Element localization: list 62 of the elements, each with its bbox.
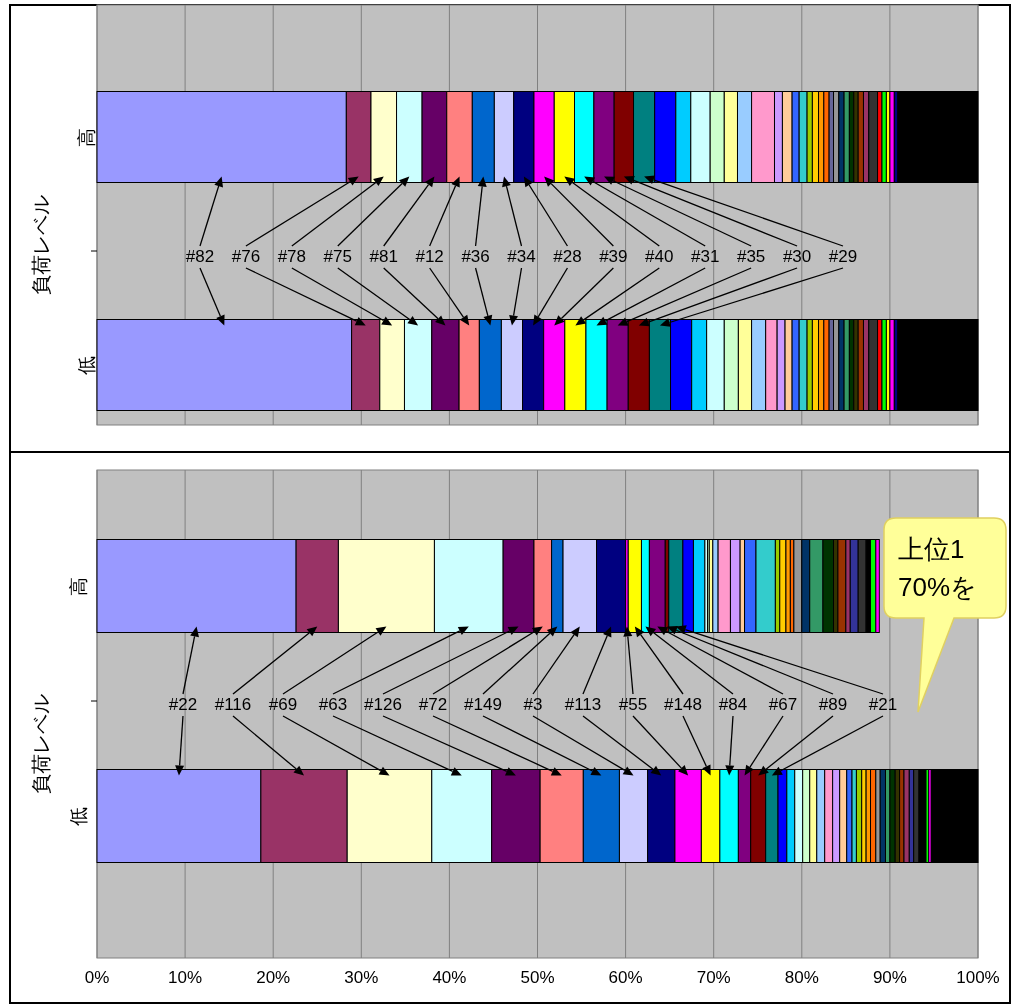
bar (881, 319, 887, 411)
x-tick-label: 100% (956, 968, 1000, 987)
x-tick-label: 50% (520, 968, 555, 987)
bar (930, 769, 979, 863)
bar (889, 319, 895, 411)
text: #22 (168, 695, 198, 714)
text: #21 (868, 695, 898, 714)
text: #148 (664, 695, 702, 714)
x-tick-label: 10% (168, 968, 203, 987)
y-tick-label: 低 (68, 806, 89, 826)
x-tick-label: 90% (872, 968, 907, 987)
text: #30 (782, 247, 812, 266)
x-tick-label: 20% (256, 968, 291, 987)
text: #84 (718, 695, 748, 714)
text: #72 (418, 695, 448, 714)
x-tick-label: 0% (84, 968, 110, 987)
text: #67 (768, 695, 798, 714)
y-axis-title: 負荷レベル (30, 694, 52, 794)
bar (865, 769, 872, 863)
x-tick-label: 30% (344, 968, 379, 987)
bar (853, 319, 859, 411)
text: #28 (553, 247, 582, 266)
bar (889, 91, 895, 183)
text: #12 (415, 247, 444, 266)
text: #149 (464, 695, 502, 714)
text: #75 (323, 247, 352, 266)
x-tick-label: 70% (696, 968, 731, 987)
bar (881, 91, 887, 183)
text: #29 (828, 247, 858, 266)
bar (897, 319, 979, 411)
y-axis-title: 負荷レベル (30, 195, 52, 295)
text: #89 (818, 695, 848, 714)
text: #36 (461, 247, 490, 266)
text: #113 (564, 695, 602, 714)
annotation: 上位1 (898, 534, 965, 564)
text: #78 (277, 247, 307, 266)
text: #40 (645, 247, 674, 266)
text: #39 (599, 247, 628, 266)
y-tick-label: 高 (68, 576, 89, 596)
text: #3 (523, 695, 543, 714)
x-tick-label: 40% (432, 968, 467, 987)
text: #76 (231, 247, 261, 266)
text: #35 (736, 247, 766, 266)
bar (903, 769, 910, 863)
text: #116 (214, 695, 252, 714)
text: #55 (618, 695, 648, 714)
x-tick-label: 80% (784, 968, 819, 987)
text: #31 (691, 247, 720, 266)
bar (837, 539, 847, 633)
text: #126 (364, 695, 402, 714)
text: #34 (507, 247, 536, 266)
text: #82 (185, 247, 215, 266)
annotation: 70%を (898, 572, 978, 602)
y-tick-label: 高 (76, 127, 97, 147)
y-tick-label: 低 (76, 355, 97, 375)
bar (897, 91, 979, 183)
bar (889, 769, 896, 863)
text: #81 (369, 247, 398, 266)
text: #63 (318, 695, 348, 714)
x-tick-label: 60% (608, 968, 643, 987)
text: #69 (268, 695, 298, 714)
bar (853, 91, 859, 183)
